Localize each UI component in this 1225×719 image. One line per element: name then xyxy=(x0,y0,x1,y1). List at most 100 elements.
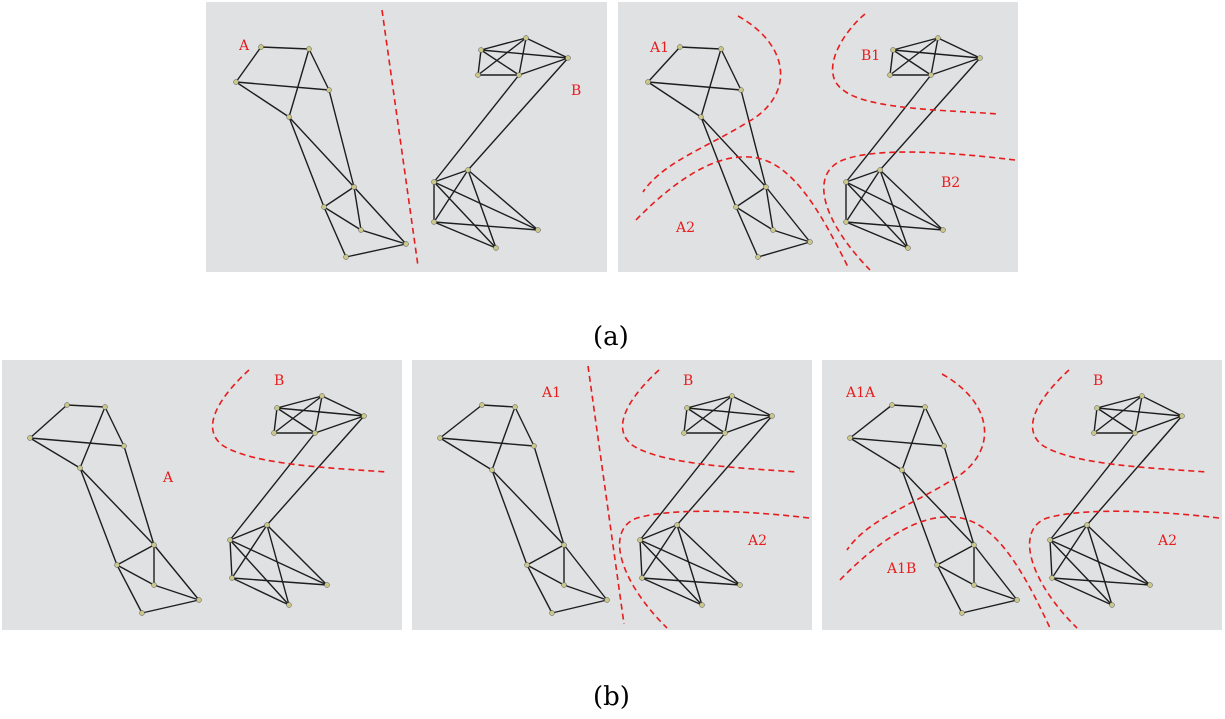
graph-edge xyxy=(930,57,981,76)
graph-edge xyxy=(936,564,963,614)
graph-edge xyxy=(973,544,1018,601)
graph-edge xyxy=(879,169,909,249)
graph-edge xyxy=(892,37,939,51)
graph-edge xyxy=(433,74,520,183)
graph-edge xyxy=(266,524,328,586)
panel-b3: A1A B A2 A1B xyxy=(822,360,1222,630)
graph-node xyxy=(403,241,409,247)
graph-edge xyxy=(231,577,290,606)
region-label: A1 xyxy=(649,40,669,56)
graph-edge xyxy=(924,406,945,447)
graph-node xyxy=(674,522,680,528)
graph-edge xyxy=(1086,415,1183,526)
graph-b2: A1 B A2 xyxy=(437,365,810,629)
graph-node xyxy=(479,402,485,408)
region-label: B xyxy=(274,373,284,389)
graph-node xyxy=(561,582,567,588)
graph-node xyxy=(1047,537,1053,543)
graph-edge xyxy=(353,186,407,245)
graph-edge xyxy=(314,415,365,434)
graph-edge xyxy=(845,221,909,249)
graph-edge xyxy=(735,206,774,231)
region-label: B1 xyxy=(861,48,880,64)
graph-edge xyxy=(491,469,528,566)
graph-edge xyxy=(116,564,155,586)
graph-node xyxy=(1014,597,1020,603)
region-label: B xyxy=(571,83,581,99)
region-label: A1 xyxy=(541,385,561,401)
graph-edge xyxy=(308,48,330,91)
graph-edge xyxy=(433,169,469,223)
graph-edge xyxy=(439,437,493,471)
graph-edge xyxy=(639,539,643,579)
graph-node xyxy=(151,542,157,548)
graph-edge xyxy=(772,229,811,243)
graph-node xyxy=(139,610,145,616)
graph-node xyxy=(431,179,437,185)
graph-edge xyxy=(235,81,290,118)
graph-edge xyxy=(323,186,355,208)
graph-edge xyxy=(439,404,483,439)
graph-edge xyxy=(1049,539,1053,579)
graph-edge xyxy=(647,81,702,118)
region-label: A xyxy=(238,38,250,54)
graph-edge xyxy=(433,181,497,249)
graph-node xyxy=(121,443,127,449)
region-label: A2 xyxy=(1157,533,1177,549)
graph-edge xyxy=(735,206,759,258)
graph-edge xyxy=(276,407,316,434)
graph-node xyxy=(738,87,744,93)
graph-node xyxy=(1179,413,1185,419)
graph-edge xyxy=(647,81,742,91)
graph-edge xyxy=(845,221,944,231)
graph-edge xyxy=(153,584,200,601)
graph-edge xyxy=(1049,524,1088,541)
panel-a1: A B xyxy=(206,2,607,272)
graph-edge xyxy=(231,577,328,586)
graph-edge xyxy=(477,37,527,76)
graph-edge xyxy=(724,415,773,434)
graph-edge xyxy=(1134,415,1183,434)
graph-node xyxy=(306,46,312,52)
graph-node xyxy=(887,72,893,78)
graph-node xyxy=(940,227,946,233)
graph-edge xyxy=(116,544,155,566)
graph-edge xyxy=(889,37,939,76)
graph-edge xyxy=(1051,524,1088,579)
graph-edge xyxy=(518,37,527,76)
graph-edge xyxy=(937,37,981,59)
graph-edge xyxy=(892,49,981,59)
graph-node xyxy=(102,404,108,410)
graph-edge xyxy=(943,445,975,546)
graph-edge xyxy=(641,577,703,606)
graph-edge xyxy=(314,395,323,434)
graph-edge xyxy=(235,46,262,83)
region-label: B2 xyxy=(941,175,960,191)
graph-edge xyxy=(1049,539,1113,606)
graph-node xyxy=(770,227,776,233)
partition-line xyxy=(618,510,810,629)
partition-line xyxy=(822,151,1016,271)
graph-edge xyxy=(683,395,733,434)
graph-node xyxy=(699,602,705,608)
graph-edge xyxy=(229,539,233,579)
graph-node xyxy=(928,72,934,78)
graph-node xyxy=(677,44,683,50)
graph-node xyxy=(151,582,157,588)
graph-edge xyxy=(849,404,893,439)
graph-edge xyxy=(973,584,1018,601)
graph-node xyxy=(561,542,567,548)
graph-edge xyxy=(1051,577,1151,586)
graph-b3: A1A B A2 A1B xyxy=(839,369,1220,629)
graph-edge xyxy=(491,406,516,471)
graph-edge xyxy=(1086,524,1113,606)
graph-edge xyxy=(845,169,881,183)
graph-b1: B A xyxy=(27,369,388,616)
graph-edge xyxy=(66,404,106,408)
graph-edge xyxy=(765,186,774,231)
partition-line xyxy=(621,369,798,473)
graph-edge xyxy=(740,89,767,188)
graph-node xyxy=(27,435,33,441)
graph-edge xyxy=(641,577,741,586)
graph-node xyxy=(959,610,965,616)
